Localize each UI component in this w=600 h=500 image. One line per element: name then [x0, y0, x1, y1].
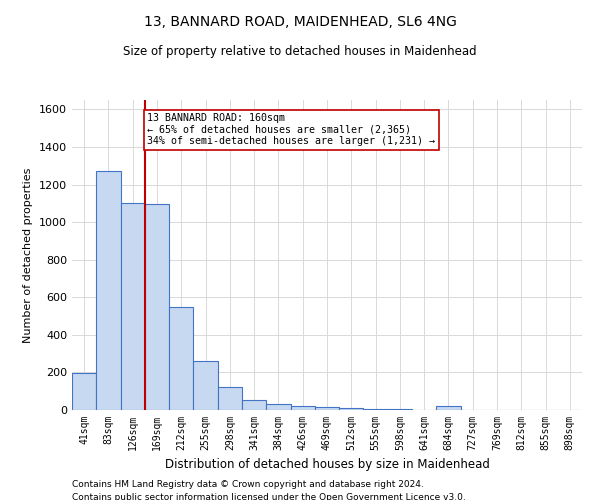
X-axis label: Distribution of detached houses by size in Maidenhead: Distribution of detached houses by size …	[164, 458, 490, 471]
Bar	[96, 172, 121, 410]
Bar	[364, 409, 388, 410]
Text: Contains HM Land Registry data © Crown copyright and database right 2024.: Contains HM Land Registry data © Crown c…	[72, 480, 424, 489]
Bar	[339, 408, 364, 410]
Bar	[121, 204, 145, 410]
Bar	[266, 404, 290, 410]
Bar	[242, 400, 266, 410]
Bar	[145, 204, 169, 410]
Bar	[193, 360, 218, 410]
Bar	[290, 406, 315, 410]
Bar	[72, 373, 96, 410]
Bar	[169, 306, 193, 410]
Text: 13 BANNARD ROAD: 160sqm
← 65% of detached houses are smaller (2,365)
34% of semi: 13 BANNARD ROAD: 160sqm ← 65% of detache…	[147, 113, 435, 146]
Text: Size of property relative to detached houses in Maidenhead: Size of property relative to detached ho…	[123, 45, 477, 58]
Bar	[388, 409, 412, 410]
Text: 13, BANNARD ROAD, MAIDENHEAD, SL6 4NG: 13, BANNARD ROAD, MAIDENHEAD, SL6 4NG	[143, 15, 457, 29]
Text: Contains public sector information licensed under the Open Government Licence v3: Contains public sector information licen…	[72, 492, 466, 500]
Bar	[436, 406, 461, 410]
Y-axis label: Number of detached properties: Number of detached properties	[23, 168, 34, 342]
Bar	[315, 408, 339, 410]
Bar	[218, 388, 242, 410]
